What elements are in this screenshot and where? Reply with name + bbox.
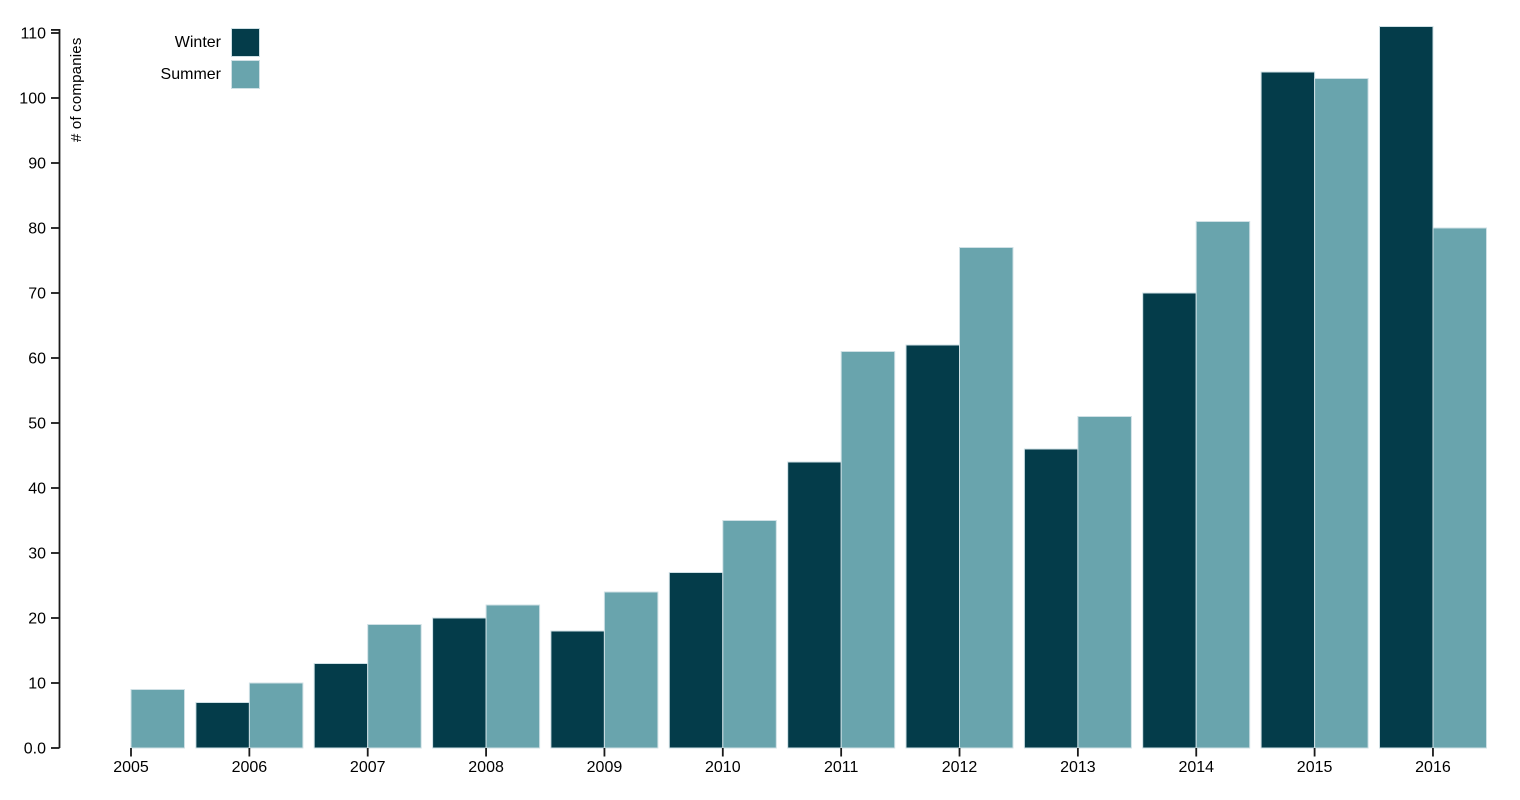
x-tick-label-2009: 2009 <box>587 759 623 776</box>
x-tick-label-2012: 2012 <box>942 759 978 776</box>
bar-winter-2009 <box>550 630 605 749</box>
bar-winter-2011 <box>787 461 842 749</box>
x-tick-label-2016: 2016 <box>1415 759 1451 776</box>
bar-summer-2005 <box>130 689 185 749</box>
bar-winter-2016 <box>1379 26 1434 749</box>
y-tick-label: 70 <box>28 286 46 303</box>
bar-summer-2014 <box>1195 221 1251 749</box>
legend: Winter Summer <box>0 28 260 89</box>
x-tick-label-2008: 2008 <box>468 759 504 776</box>
x-tick-label-2011: 2011 <box>824 759 859 776</box>
y-tick-label: 80 <box>28 221 46 238</box>
x-tick-label-2007: 2007 <box>350 759 386 776</box>
bar-winter-2008 <box>432 617 487 749</box>
x-tick-label-2005: 2005 <box>113 759 149 776</box>
x-tick-label-2006: 2006 <box>232 759 268 776</box>
y-tick-label: 0.0 <box>24 741 46 758</box>
bar-summer-2015 <box>1314 78 1369 749</box>
bar-winter-2013 <box>1023 448 1079 749</box>
bar-summer-2013 <box>1077 416 1132 749</box>
bar-winter-2012 <box>905 344 960 749</box>
y-tick-label: 110 <box>20 26 46 43</box>
legend-label-winter: Winter <box>174 33 221 51</box>
bar-winter-2015 <box>1260 71 1316 749</box>
bars-group <box>130 26 1487 749</box>
bar-summer-2007 <box>367 624 422 749</box>
x-tick-label-2010: 2010 <box>705 759 741 776</box>
x-tick-label-2014: 2014 <box>1178 759 1214 776</box>
y-tick-label: 90 <box>28 156 46 173</box>
y-tick-label: 10 <box>28 676 46 693</box>
bar-summer-2006 <box>248 682 304 749</box>
legend-swatch-summer <box>231 60 260 89</box>
bar-summer-2011 <box>840 351 896 749</box>
y-tick-label: 50 <box>28 416 46 433</box>
bar-summer-2008 <box>485 604 541 749</box>
bar-summer-2009 <box>603 591 659 749</box>
x-tick-label-2013: 2013 <box>1060 759 1096 776</box>
x-tick-label-2015: 2015 <box>1297 759 1333 776</box>
legend-row-summer: Summer <box>0 60 260 89</box>
bar-winter-2010 <box>668 572 724 749</box>
y-tick-label: 100 <box>19 91 46 108</box>
bar-winter-2014 <box>1142 292 1197 749</box>
y-tick-label: 60 <box>28 351 46 368</box>
x-axis: 2005 2006 2007 2008 2009 2010 2011 2012 2013 2014… <box>113 748 1451 776</box>
y-tick-label: 40 <box>28 481 46 498</box>
legend-label-summer: Summer <box>160 65 221 83</box>
y-tick-label: 20 <box>28 611 46 628</box>
y-axis: 0.0 10 20 30 40 50 60 70 80 90 100 110 <box>19 26 61 758</box>
legend-row-winter: Winter <box>0 28 260 57</box>
legend-swatch-winter <box>231 28 260 57</box>
bar-summer-2010 <box>722 520 777 749</box>
bar-summer-2016 <box>1432 227 1487 749</box>
bar-winter-2007 <box>313 663 369 749</box>
bar-winter-2006 <box>195 702 250 749</box>
bar-summer-2012 <box>959 247 1014 749</box>
y-tick-label: 30 <box>28 546 46 563</box>
